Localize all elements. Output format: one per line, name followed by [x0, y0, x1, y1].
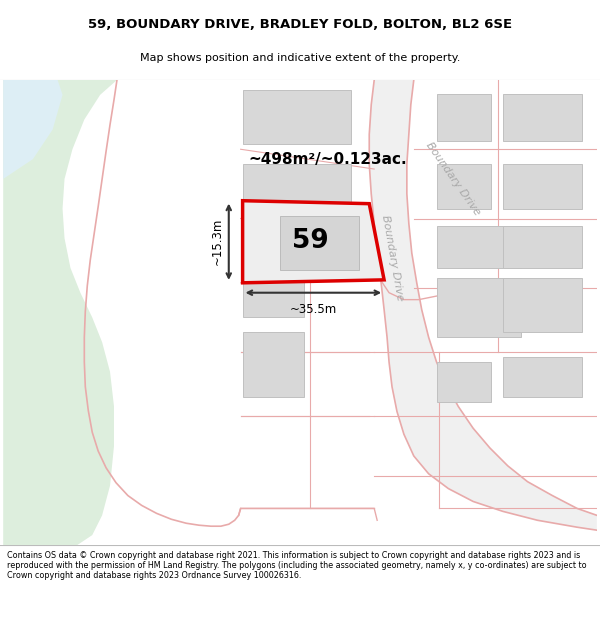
Bar — [503, 278, 582, 332]
Polygon shape — [3, 80, 62, 179]
Text: Contains OS data © Crown copyright and database right 2021. This information is : Contains OS data © Crown copyright and d… — [7, 551, 587, 581]
Text: 59: 59 — [292, 228, 328, 254]
Bar — [437, 164, 491, 209]
Bar — [242, 263, 304, 318]
Bar — [503, 357, 582, 397]
Bar — [503, 94, 582, 141]
Polygon shape — [369, 80, 597, 530]
Bar — [437, 362, 491, 401]
Polygon shape — [242, 201, 384, 283]
Bar — [242, 164, 352, 209]
Bar — [242, 332, 304, 397]
Bar — [503, 226, 582, 268]
Text: ~35.5m: ~35.5m — [290, 302, 337, 316]
Text: ~15.3m: ~15.3m — [211, 218, 224, 266]
Text: Map shows position and indicative extent of the property.: Map shows position and indicative extent… — [140, 52, 460, 62]
Polygon shape — [3, 80, 117, 545]
Text: 59, BOUNDARY DRIVE, BRADLEY FOLD, BOLTON, BL2 6SE: 59, BOUNDARY DRIVE, BRADLEY FOLD, BOLTON… — [88, 18, 512, 31]
Bar — [437, 278, 521, 338]
Bar — [437, 94, 491, 141]
Text: ~498m²/~0.123ac.: ~498m²/~0.123ac. — [248, 152, 407, 167]
Text: Boundary Drive: Boundary Drive — [424, 141, 482, 218]
Bar — [280, 216, 359, 270]
Text: Boundary Drive: Boundary Drive — [380, 214, 404, 302]
Bar — [437, 226, 521, 268]
Bar — [503, 164, 582, 209]
Bar — [242, 90, 352, 144]
